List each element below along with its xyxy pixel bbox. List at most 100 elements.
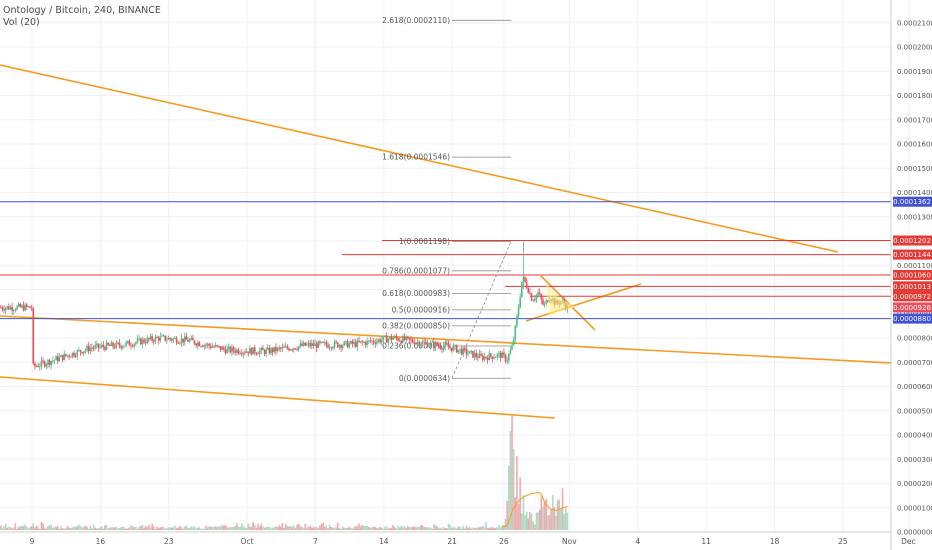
volume-bar [323,526,326,530]
candle-body [9,307,12,310]
fib-label: 0.786(0.0001077) [382,266,450,275]
candle-body [462,347,464,355]
candle-body [166,339,168,341]
candle-body [328,347,331,349]
volume-bar [493,528,495,530]
volume-bar [389,527,391,530]
volume-bar [465,525,468,530]
candle-body [237,349,240,354]
volume-bar [384,526,386,530]
candle-body [190,337,193,340]
volume-bar [348,526,350,530]
volume-bar [345,527,347,530]
candle-body [304,342,307,346]
candle-body [4,308,7,311]
candle-body [315,343,318,348]
volume-bar [203,528,206,530]
volume-bar [380,527,383,530]
candle-body [288,348,290,351]
volume-bar [433,523,435,530]
volume-bar [120,527,123,530]
volume-bar [249,526,251,530]
volume-bar [170,527,173,530]
candle-body [488,353,491,361]
volume-bar [11,528,13,530]
volume-bar [16,528,18,530]
volume-bar [1,528,4,530]
volume-bar [506,501,508,530]
volume-bar [115,526,118,530]
level-tag [893,249,932,260]
volume-bar [478,527,481,530]
volume-bar [503,525,505,530]
candle-body [61,355,64,361]
candle-body [465,348,468,355]
trendline [525,283,642,322]
candle-body [19,303,22,308]
volume-bar [540,496,543,530]
candle-body [94,345,96,349]
volume-bar [335,527,337,530]
candle-body [252,347,254,355]
candle-body [380,340,383,343]
fib-label: 0.236(0.0000767) [382,342,450,351]
volume-bar [289,525,292,530]
volume-bar [226,527,228,530]
volume-bar [333,528,336,530]
volume-bar [494,528,497,530]
candle-body [236,349,238,353]
volume-bar [547,515,549,530]
candle-body [273,346,276,353]
volume-bar [9,527,12,530]
volume-bar [294,528,297,530]
y-tick-label: 0.0000700 [897,359,932,367]
candle-body [263,350,266,354]
candle-body [201,346,204,347]
volume-bar [284,523,287,530]
volume-bar [306,527,308,530]
volume-bar [512,449,515,530]
y-tick-label: 0.0000800 [897,335,932,343]
candle-body [180,338,183,343]
volume-bar [426,527,429,530]
volume-bar [123,527,126,530]
volume-bar [395,528,398,530]
time-axis[interactable]: 9 16 23 Oct 7 14 21 26 Nov 4 11 18 25 Dec [30,537,916,546]
volume-bar [24,524,26,530]
candle-body [211,346,214,348]
volume-bar [550,509,552,530]
fib-label: 0.382(0.0000850) [382,321,450,330]
candle-body [152,340,155,342]
volume-bar [69,527,72,530]
volume-bar [231,527,233,530]
candle-body [187,339,189,342]
volume-bar [403,525,406,530]
volume-bar [338,527,341,530]
volume-bar [437,527,440,530]
volume-bar [351,528,354,530]
volume-bar [483,527,486,530]
volume-bar [328,524,331,530]
volume-bar [418,526,421,530]
volume-bar [65,528,67,530]
volume-bar [363,525,365,530]
volume-bar [58,528,61,530]
candle-body [529,292,531,294]
candle-body [79,350,82,353]
candle-body [348,343,350,348]
candle-body [43,361,46,367]
candle-body [143,339,145,343]
candle-body [69,356,72,358]
volume-bar [157,527,160,530]
last-price-label: 0.0000926 [893,304,931,312]
volume-bar [315,527,318,530]
candle-body [395,336,398,339]
volume-bar [223,525,225,530]
volume-bar [509,430,512,530]
candle-body [203,345,206,347]
volume-bar [183,526,186,530]
candle-body [447,344,450,348]
candle-body [22,305,25,311]
volume-bar [188,527,191,530]
